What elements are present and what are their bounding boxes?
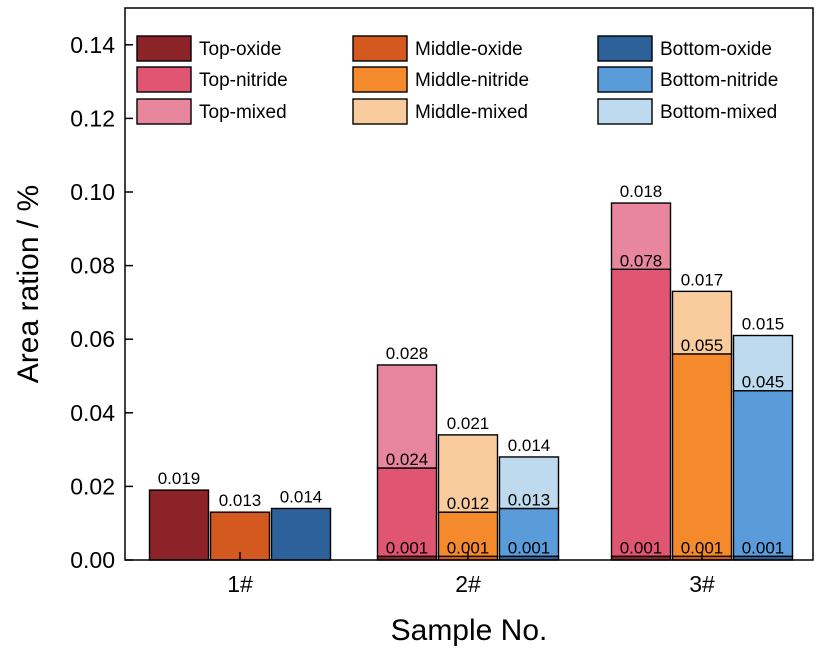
- bar-bottom-nitride: [732, 390, 794, 558]
- y-tick-label: 0.02: [70, 473, 115, 499]
- bar-middle-nitride: [671, 353, 733, 558]
- y-tick-label: 0.12: [70, 105, 115, 131]
- bar-bottom-nitride: [498, 507, 560, 558]
- legend-label-bottom-oxide: Bottom-oxide: [660, 39, 772, 60]
- data-label: 0.001: [508, 538, 551, 557]
- legend-label-top-mixed: Top-mixed: [199, 102, 287, 123]
- legend-swatch-middle-nitride: [352, 66, 408, 93]
- data-label: 0.015: [742, 315, 785, 334]
- data-label: 0.021: [447, 414, 490, 433]
- y-tick-label: 0.06: [70, 326, 115, 352]
- data-label: 0.013: [508, 490, 551, 509]
- data-label: 0.001: [620, 538, 663, 557]
- legend: Top-oxide Top-nitride Top-mixed Middle-oxid…: [136, 35, 778, 125]
- legend-label-bottom-mixed: Bottom-mixed: [660, 102, 777, 123]
- data-label: 0.001: [386, 538, 429, 557]
- legend-swatch-top-mixed: [136, 98, 192, 125]
- data-label: 0.013: [219, 491, 262, 510]
- data-label: 0.019: [158, 469, 201, 488]
- legend-swatch-bottom-oxide: [597, 35, 653, 62]
- bar-bottom-oxide: [270, 507, 332, 561]
- legend-swatch-bottom-mixed: [597, 98, 653, 125]
- x-axis-title: Sample No.: [391, 614, 548, 647]
- plot-frame: [124, 7, 814, 561]
- legend-label-middle-mixed: Middle-mixed: [415, 102, 528, 123]
- legend-label-top-nitride: Top-nitride: [199, 70, 288, 91]
- bar-top-mixed: [376, 364, 438, 469]
- legend-label-bottom-nitride: Bottom-nitride: [660, 70, 778, 91]
- y-tick-label: 0.14: [70, 32, 115, 58]
- y-tick-label: 0.10: [70, 179, 115, 205]
- x-tick-label: 3#: [689, 571, 715, 597]
- bar-bottom-mixed: [732, 334, 794, 392]
- data-label: 0.018: [620, 182, 663, 201]
- data-label: 0.045: [742, 373, 785, 392]
- bar-middle-mixed: [671, 290, 733, 355]
- data-label: 0.001: [447, 538, 490, 557]
- bar-top-nitride: [376, 467, 438, 558]
- y-tick-label: 0.08: [70, 253, 115, 279]
- legend-swatch-top-nitride: [136, 66, 192, 93]
- x-tick-label: 2#: [455, 571, 481, 597]
- data-label: 0.028: [386, 344, 429, 363]
- data-label: 0.001: [681, 538, 724, 557]
- legend-swatch-middle-oxide: [352, 35, 408, 62]
- data-label: 0.014: [280, 487, 323, 506]
- data-label: 0.078: [620, 251, 663, 270]
- legend-swatch-top-oxide: [136, 35, 192, 62]
- data-label: 0.055: [681, 336, 724, 355]
- bar-bottom-mixed: [498, 456, 560, 510]
- data-label: 0.017: [681, 270, 724, 289]
- legend-swatch-middle-mixed: [352, 98, 408, 125]
- bar-top-nitride: [610, 268, 672, 558]
- data-label: 0.001: [742, 538, 785, 557]
- bar-top-oxide: [148, 489, 210, 561]
- y-axis-title: Area ration / %: [12, 185, 45, 383]
- y-tick-label: 0.04: [70, 400, 115, 426]
- bars-layer: [148, 202, 794, 561]
- y-axis: 0.00 0.02 0.04 0.06 0.08 0.10 0.12 0.14: [70, 32, 133, 573]
- x-tick-label: 1#: [227, 571, 253, 597]
- data-label: 0.014: [508, 436, 551, 455]
- bar-middle-mixed: [437, 434, 499, 513]
- legend-label-middle-oxide: Middle-oxide: [415, 39, 523, 60]
- data-label: 0.024: [386, 450, 429, 469]
- legend-label-top-oxide: Top-oxide: [199, 39, 281, 60]
- data-labels-layer: 0.019 0.013 0.014 0.001 0.024 0.028 0.001 0.012…: [158, 182, 785, 557]
- x-axis: 1# 2# 3#: [227, 552, 715, 597]
- bar-top-mixed: [610, 202, 672, 270]
- data-label: 0.012: [447, 494, 490, 513]
- legend-label-middle-nitride: Middle-nitride: [415, 70, 529, 91]
- y-tick-label: 0.00: [70, 547, 115, 573]
- legend-swatch-bottom-nitride: [597, 66, 653, 93]
